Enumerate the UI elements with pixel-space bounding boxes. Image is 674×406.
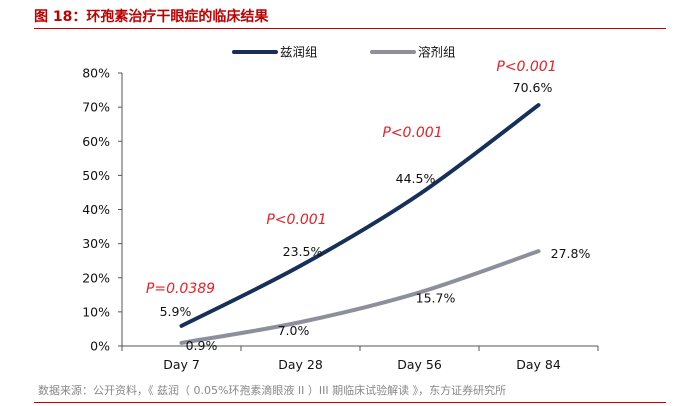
p-value-annotation: P<0.001 [266, 212, 326, 228]
figure-title: 图 18：环孢素治疗干眼症的临床结果 [34, 9, 269, 25]
series-line-zirun [179, 103, 541, 328]
y-tick-label: 80% [82, 66, 110, 81]
title-rule [34, 28, 666, 29]
y-tick-label: 10% [82, 304, 110, 319]
y-tick-label: 30% [82, 236, 110, 251]
p-value-annotation: P<0.001 [496, 59, 556, 75]
data-label: 23.5% [283, 244, 323, 259]
data-label: 7.0% [278, 323, 310, 338]
p-value-annotation: P=0.0389 [146, 281, 215, 297]
data-label: 70.6% [513, 80, 553, 95]
x-tick-label: Day 28 [278, 357, 323, 372]
y-tick-label: 70% [82, 100, 110, 115]
y-tick-label: 60% [82, 134, 110, 149]
y-tick-label: 0% [90, 339, 110, 354]
source-note: 数据来源：公开资料，《 兹润（ 0.05%环孢素滴眼液 II ）III 期临床试… [38, 384, 507, 397]
chart-axes: 0% 10% 20% 30% 40% 50% 60% 70% 80% Day 7 Day 28 Day… [82, 66, 599, 372]
footer-rule [34, 402, 666, 403]
chart-data-labels: 5.9% 23.5% 44.5% 70.6% 0.9% 7.0% 15.7% 27.8% P=0… [146, 59, 591, 353]
data-label: 5.9% [160, 304, 192, 319]
x-tick-label: Day 56 [397, 357, 442, 372]
data-label: 15.7% [416, 290, 456, 305]
data-label: 27.8% [551, 246, 591, 261]
chart-legend: 兹润组 溶剂组 [232, 45, 456, 60]
x-tick-label: Day 84 [516, 357, 561, 372]
chart-series [179, 103, 541, 345]
legend-label: 兹润组 [280, 45, 318, 60]
data-label: 0.9% [186, 338, 218, 353]
legend-label: 溶剂组 [418, 45, 456, 60]
series-line-vehicle [179, 249, 541, 345]
x-tick-label: Day 7 [163, 357, 200, 372]
y-tick-label: 40% [82, 202, 110, 217]
p-value-annotation: P<0.001 [382, 125, 442, 141]
data-label: 44.5% [396, 171, 436, 186]
y-tick-label: 20% [82, 270, 110, 285]
y-tick-label: 50% [82, 168, 110, 183]
